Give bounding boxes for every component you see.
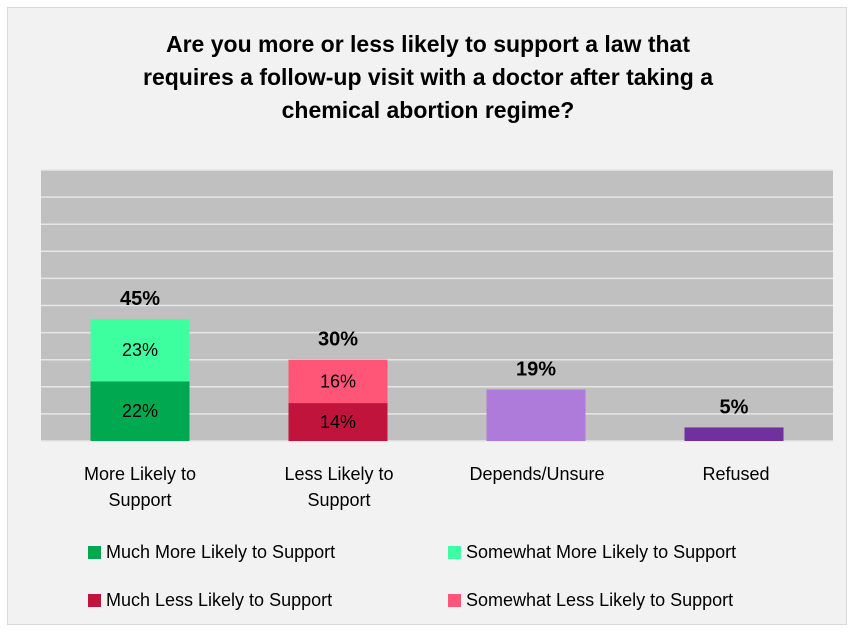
legend-item: Much More Likely to Support — [88, 542, 335, 563]
legend-label: Somewhat Less Likely to Support — [466, 590, 734, 610]
legend-label: Much Less Likely to Support — [106, 590, 333, 610]
category-label: Depends/Unsure — [469, 464, 605, 484]
bar-segment — [288, 359, 388, 404]
legend-label: Much More Likely to Support — [106, 542, 336, 562]
chart-title-line: requires a follow-up visit with a doctor… — [143, 64, 713, 90]
legend-swatch — [448, 546, 461, 559]
segment-data-label: 14% — [320, 412, 356, 432]
legend-swatch — [88, 594, 101, 607]
chart-title-line: chemical abortion regime? — [281, 97, 575, 123]
category-label: Less Likely to Support — [284, 464, 394, 510]
bar-segment — [684, 427, 784, 441]
legend-item: Much Less Likely to Support — [88, 590, 332, 611]
bar-segment — [486, 389, 586, 441]
total-data-label: 45% — [120, 288, 160, 310]
legend-swatch — [448, 594, 461, 607]
total-data-label: 19% — [516, 359, 556, 381]
legend-item: Somewhat More Likely to Support — [448, 542, 736, 563]
category-label: More Likely to Support — [83, 464, 197, 510]
bar-segment — [288, 403, 388, 441]
legend-label: Somewhat More Likely to Support — [466, 542, 737, 562]
segment-data-label: 23% — [122, 340, 158, 360]
legend-swatch — [88, 546, 101, 559]
segment-data-label: 16% — [320, 371, 356, 391]
total-data-label: 5% — [720, 396, 749, 418]
category-label: Refused — [702, 464, 770, 484]
chart-title-line: Are you more or less likely to support a… — [165, 31, 691, 57]
bar-segment — [90, 381, 190, 441]
segment-data-label: 22% — [122, 401, 158, 421]
legend-item: Somewhat Less Likely to Support — [448, 590, 733, 611]
total-data-label: 30% — [318, 329, 358, 351]
chart-title: Are you more or less likely to support a… — [0, 28, 856, 127]
bar-segment — [90, 319, 190, 382]
